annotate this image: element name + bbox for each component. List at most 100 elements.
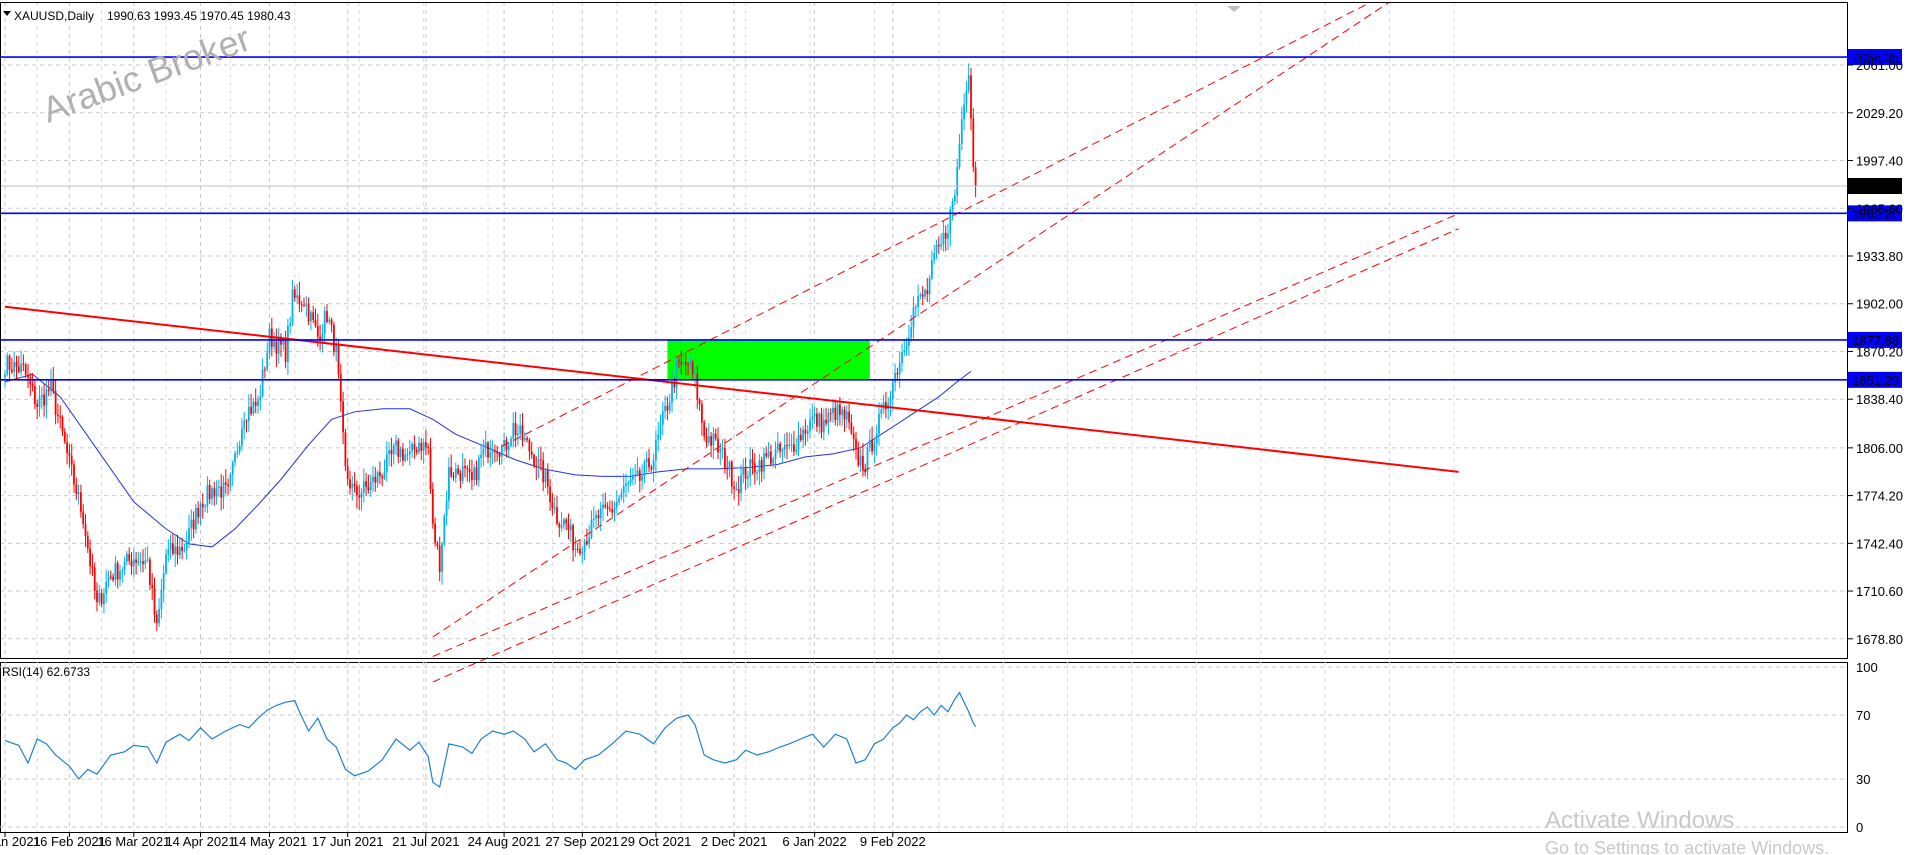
candle-body (648, 458, 650, 468)
candle-body (144, 560, 147, 564)
candle-body (103, 593, 105, 605)
menu-triangle-icon[interactable] (3, 11, 11, 16)
candle-body (408, 451, 411, 455)
candle-body (213, 488, 216, 497)
candle-body (257, 400, 259, 406)
candle-body (841, 409, 844, 415)
candle-body (908, 337, 910, 347)
candle-body (590, 519, 593, 538)
candle-body (70, 455, 73, 465)
candle-body (703, 422, 706, 437)
date-tick-label: 6 Jan 2022 (782, 834, 846, 849)
candle-body (146, 559, 149, 561)
candle-body (710, 436, 712, 446)
candle-body (629, 479, 632, 483)
candle-body (448, 467, 450, 501)
candle-body (618, 498, 620, 502)
candle-body (379, 472, 381, 476)
level-label-bg (1848, 371, 1902, 388)
candle-body (556, 507, 558, 524)
candle-body (252, 401, 255, 414)
candle-body (595, 515, 597, 519)
candle-body (816, 413, 818, 427)
candle-body (675, 361, 678, 388)
candle-body (634, 474, 637, 476)
candle-body (132, 559, 135, 567)
candle-body (310, 312, 312, 322)
candle-body (542, 460, 545, 483)
candle-body (581, 551, 584, 554)
candle-body (682, 361, 685, 365)
candle-body (505, 439, 508, 451)
candle-body (151, 584, 154, 588)
candle-body (914, 306, 917, 308)
candle-body (963, 104, 965, 120)
candle-body (195, 508, 197, 530)
candle-body (381, 475, 384, 479)
candle-body (949, 209, 952, 234)
candle-body (303, 305, 305, 307)
candle-body (910, 327, 913, 338)
candle-body (871, 439, 873, 452)
candle-body (434, 523, 436, 543)
candle-body (940, 244, 942, 247)
candle-body (418, 442, 420, 453)
date-tick-label: 21 Jul 2021 (392, 834, 459, 849)
candle-body (374, 476, 377, 483)
candle-body (698, 399, 701, 405)
candle-body (211, 488, 213, 500)
candle-body (560, 525, 563, 528)
candle-body (385, 454, 388, 473)
candle-body (431, 488, 434, 524)
rsi-line (4, 691, 977, 789)
candle-body (951, 201, 954, 210)
candle-body (652, 460, 655, 470)
candle-body (574, 548, 577, 551)
candle-body (289, 323, 292, 326)
candle-body (333, 324, 335, 353)
candle-body (176, 546, 179, 555)
candle-body (413, 443, 416, 450)
main-panel-border (0, 2, 1848, 659)
candle-body (390, 450, 393, 455)
candle-body (510, 438, 512, 446)
candle-body (896, 373, 899, 375)
candle-body (86, 536, 89, 549)
candle-body (234, 453, 236, 463)
candle-body (563, 519, 565, 526)
candle-body (259, 396, 262, 401)
candle-body (572, 525, 574, 551)
candle-body (726, 467, 729, 470)
candle-body (477, 458, 480, 481)
candle-body (802, 429, 804, 441)
candle-body (597, 515, 600, 519)
candle-body (659, 424, 662, 435)
candle-body (728, 461, 731, 470)
candle-body (126, 554, 128, 562)
candle-body (365, 481, 367, 487)
candle-body (243, 420, 246, 429)
candle-body (298, 295, 301, 305)
candle-body (121, 569, 124, 572)
candle-body (565, 519, 568, 524)
candle-body (579, 548, 581, 554)
candle-body (632, 475, 634, 480)
date-tick-label: 16 Mar 2021 (97, 834, 170, 849)
candle-body (452, 476, 455, 478)
candle-body (54, 390, 57, 415)
candle-body (73, 464, 75, 485)
candle-body (346, 466, 349, 480)
candle-body (323, 311, 326, 334)
candle-body (38, 397, 41, 407)
scroll-marker-icon[interactable] (1227, 6, 1241, 12)
candle-body (112, 576, 114, 580)
date-tick-label: 24 Aug 2021 (468, 834, 541, 849)
candle-body (500, 445, 503, 457)
candle-body (586, 541, 588, 545)
candle-body (392, 445, 395, 455)
candles (4, 63, 977, 632)
candle-body (220, 486, 223, 498)
support-zone (667, 339, 870, 380)
candle-body (330, 319, 333, 325)
